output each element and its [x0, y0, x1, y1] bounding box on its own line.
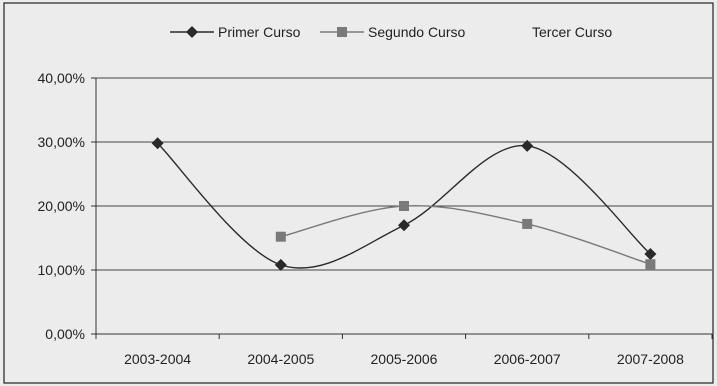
data-point-0-2005-2006 [398, 219, 410, 232]
y-tick-label: 10,00% [38, 262, 85, 278]
x-tick-label-2006-2007: 2006-2007 [494, 351, 561, 367]
legend-label-0: Primer Curso [218, 24, 301, 40]
data-point-0-2006-2007 [521, 139, 534, 152]
y-tick-label: 30,00% [38, 134, 85, 150]
x-tick-label-2004-2005: 2004-2005 [247, 351, 314, 367]
x-tick-labels: 2003-2004 2004-2005 2005-2006 2006-2007 2007… [124, 351, 684, 367]
y-tick-label: 40,00% [38, 70, 85, 86]
data-point-0-2004-2005 [274, 258, 287, 271]
legend-marker-0 [186, 26, 198, 38]
data-point-1-2007-2008 [645, 259, 656, 270]
x-tick-label-2005-2006: 2005-2006 [371, 351, 438, 367]
data-point-1-2006-2007 [522, 218, 533, 229]
x-tick-label-2007-2008: 2007-2008 [617, 351, 684, 367]
series-line-1 [280, 205, 651, 265]
legend-label-2: Tercer Curso [532, 24, 612, 40]
chart-border [3, 2, 714, 384]
legend-label-1: Segundo Curso [368, 24, 466, 40]
y-tick-labels: 0,00% 10,00% 20,00% 30,00% 40,00% [38, 70, 85, 342]
x-tick-label-2003-2004: 2003-2004 [124, 351, 191, 367]
legend: Primer Curso Segundo Curso Tercer Curso [170, 24, 612, 40]
legend-marker-1 [337, 27, 347, 37]
series-lines [151, 137, 657, 271]
y-tick-label: 20,00% [38, 198, 85, 214]
data-point-1-2004-2005 [275, 231, 286, 242]
data-point-0-2003-2004 [151, 137, 164, 150]
data-point-1-2005-2006 [399, 201, 409, 211]
y-tick-label: 0,00% [45, 326, 85, 342]
data-point-0-2007-2008 [644, 248, 657, 260]
axes [91, 77, 713, 339]
